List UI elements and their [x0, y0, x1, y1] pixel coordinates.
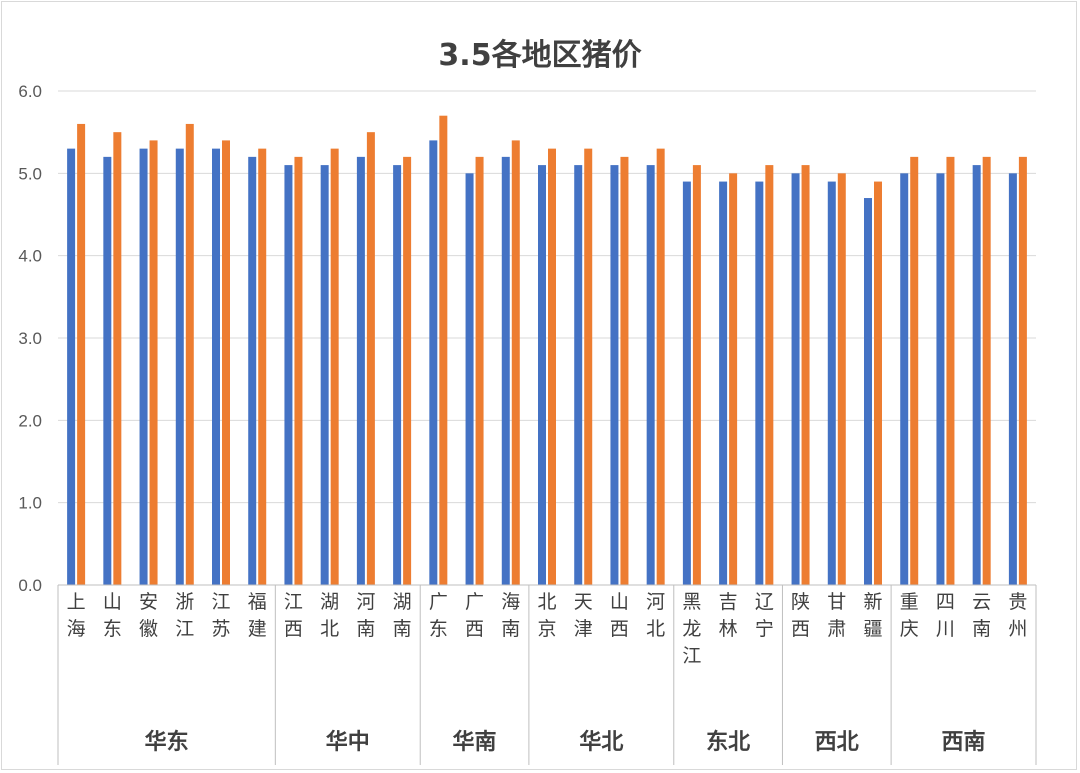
bar	[511, 140, 520, 585]
x-category-label: 湖南	[393, 591, 412, 640]
bar	[729, 173, 738, 586]
x-category-label: 贵州	[1008, 591, 1027, 640]
bar	[936, 173, 945, 586]
bar	[827, 181, 836, 586]
bar	[982, 156, 991, 585]
bar	[864, 198, 872, 586]
bar	[175, 148, 184, 585]
bar	[692, 165, 701, 585]
x-category-label: 新疆	[863, 591, 882, 640]
x-group-label: 西南	[942, 730, 986, 755]
bar	[222, 140, 230, 585]
bar	[212, 148, 220, 585]
bar	[765, 165, 774, 585]
x-category-label: 浙江	[175, 591, 194, 640]
x-category-label: 吉林	[719, 591, 738, 640]
bar	[103, 156, 112, 585]
x-group-label: 华中	[326, 729, 370, 755]
y-tick-label: 2.0	[18, 411, 42, 430]
x-group-label: 华北	[579, 729, 623, 755]
x-group-label: 西北	[815, 730, 859, 755]
x-category-label: 天津	[574, 591, 593, 640]
x-category-label: 辽宁	[755, 591, 774, 640]
bar	[584, 148, 593, 585]
bar	[139, 148, 148, 585]
bar	[67, 148, 76, 585]
bar	[1008, 173, 1017, 586]
x-group-label: 东北	[706, 729, 750, 755]
x-category-label: 黑龙江	[682, 591, 701, 667]
bar	[791, 173, 800, 586]
bar	[429, 140, 438, 585]
x-category-label: 湖北	[320, 591, 339, 640]
bar	[475, 156, 484, 585]
bar	[874, 181, 882, 586]
bar	[972, 165, 981, 585]
bar	[801, 165, 810, 585]
bar	[501, 156, 510, 585]
x-category-label: 山西	[610, 591, 629, 640]
x-category-label: 上海	[67, 591, 86, 640]
y-tick-label: 4.0	[18, 247, 42, 266]
bar	[719, 181, 728, 586]
bar	[185, 123, 194, 585]
x-category-label: 山东	[103, 591, 122, 640]
x-group-label: 华南	[453, 729, 497, 755]
bar	[393, 165, 402, 585]
x-category-label: 北京	[537, 591, 556, 640]
x-category-label: 广东	[429, 591, 448, 640]
bar	[330, 148, 339, 585]
bar	[656, 148, 665, 585]
bar	[113, 132, 122, 585]
bar	[465, 173, 474, 586]
bar	[294, 156, 303, 585]
bar	[574, 165, 583, 585]
x-category-label: 河北	[646, 591, 665, 640]
bar	[439, 115, 448, 585]
x-category-label: 陕西	[791, 591, 810, 640]
bar	[755, 181, 764, 586]
bar	[403, 156, 412, 585]
bar	[149, 140, 158, 585]
x-category-label: 甘肃	[827, 591, 846, 640]
bar	[320, 165, 329, 585]
x-category-label: 江苏	[211, 591, 230, 640]
bar	[610, 165, 619, 585]
x-category-label: 云南	[972, 591, 991, 640]
x-category-label: 江西	[284, 591, 303, 640]
x-group-label: 华东	[145, 729, 189, 755]
y-tick-label: 3.0	[18, 329, 42, 348]
bar	[258, 148, 267, 585]
x-category-label: 安徽	[139, 591, 158, 640]
bar	[620, 156, 629, 585]
bar	[356, 156, 365, 585]
bar	[548, 148, 556, 585]
bar	[1018, 156, 1027, 585]
x-category-label: 广西	[465, 591, 484, 640]
x-category-label: 福建	[248, 591, 267, 640]
bar	[538, 165, 546, 585]
y-tick-label: 5.0	[18, 164, 42, 183]
bar	[284, 165, 293, 585]
x-category-label: 重庆	[900, 591, 919, 640]
x-category-label: 四川	[936, 591, 955, 640]
bar	[946, 156, 955, 585]
bar	[910, 156, 919, 585]
y-tick-label: 0.0	[18, 576, 42, 595]
x-category-label: 河南	[356, 591, 375, 640]
bar	[837, 173, 846, 586]
bar	[366, 132, 375, 585]
bar	[900, 173, 909, 586]
y-tick-label: 1.0	[18, 494, 42, 513]
bar	[682, 181, 691, 586]
chart-title: 3.5各地区猪价	[438, 38, 642, 73]
y-tick-label: 6.0	[18, 82, 42, 101]
bar	[77, 123, 86, 585]
bar	[248, 156, 257, 585]
bar	[646, 165, 655, 585]
x-category-label: 海南	[501, 591, 520, 640]
